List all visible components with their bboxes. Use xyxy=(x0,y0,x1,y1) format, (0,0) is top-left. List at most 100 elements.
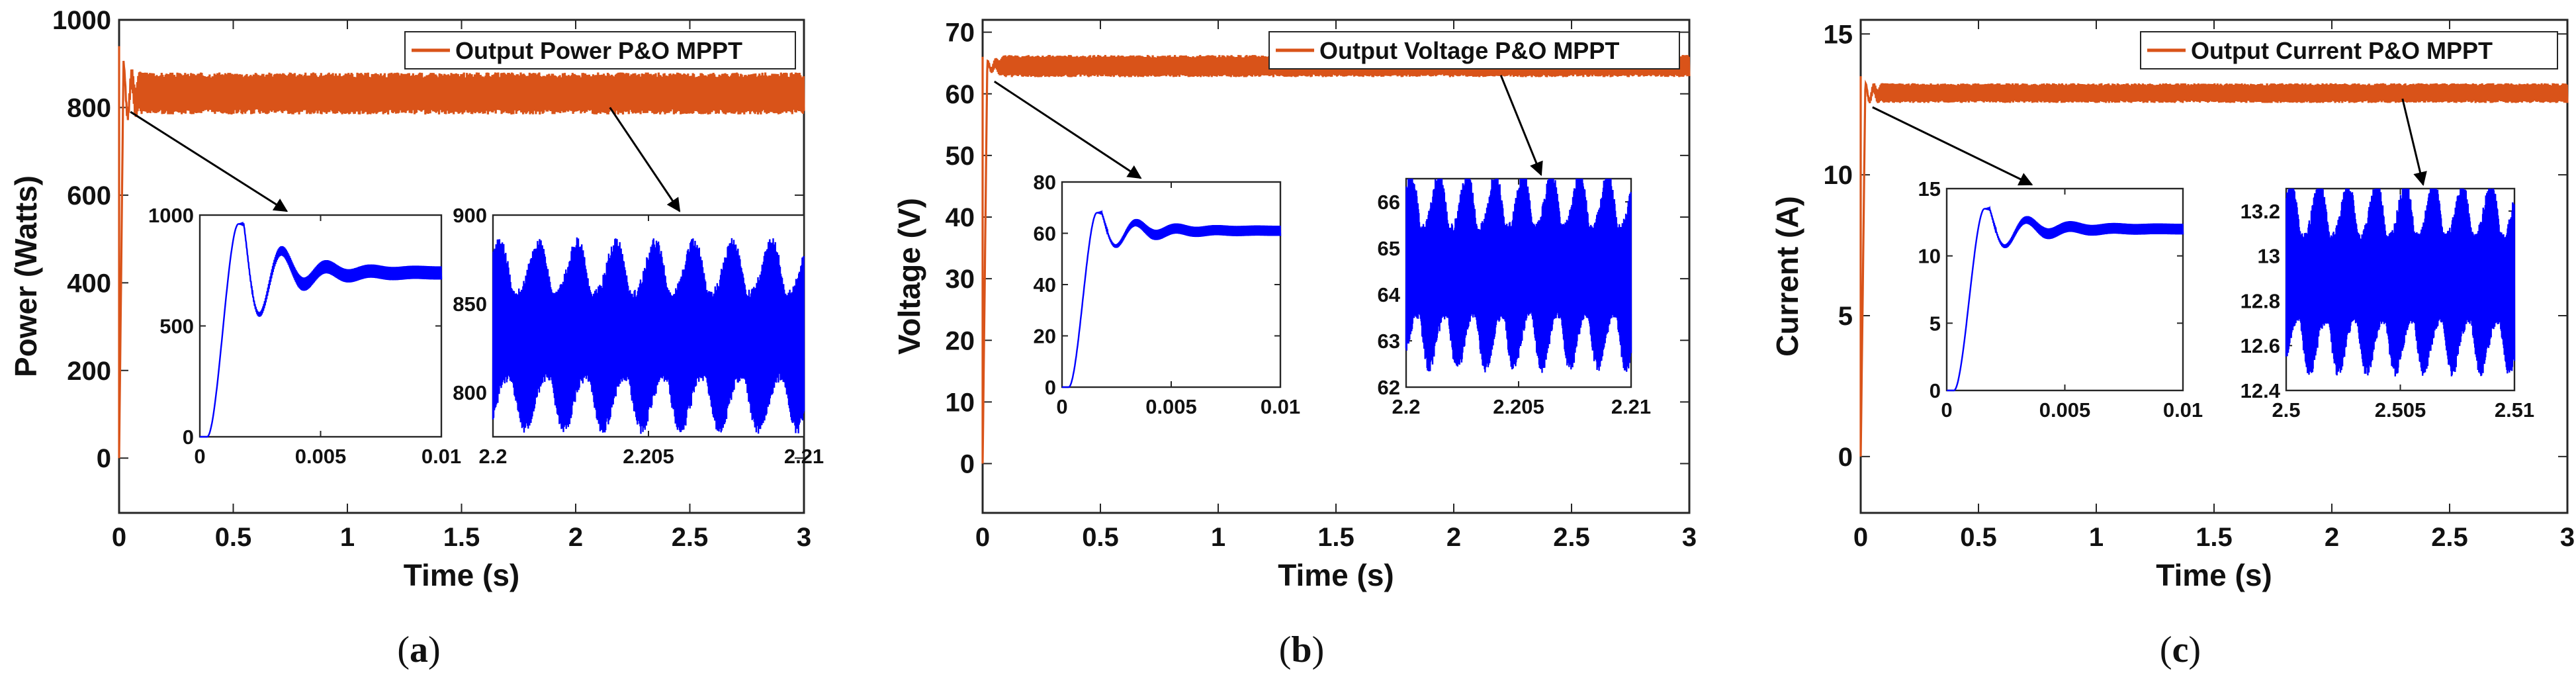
panel-a-inset-ripple-ytick-label: 800 xyxy=(453,381,487,404)
panel-a-xtick-label: 2.5 xyxy=(672,523,709,552)
panel-b-xtick-label: 3 xyxy=(1682,523,1697,552)
panel-a-inset-ripple-xtick-label: 2.2 xyxy=(478,445,507,468)
panel-b-inset-ripple-xtick-label: 2.2 xyxy=(1392,395,1420,418)
panel-b-inset-transient-xtick-label: 0.005 xyxy=(1145,395,1197,418)
panel-c-xtick-label: 2.5 xyxy=(2431,523,2468,552)
panel-c-inset-transient-zoom-arrow xyxy=(1872,106,2033,186)
panel-a-ytick-label: 800 xyxy=(67,93,111,122)
panel-a-ytick-label: 0 xyxy=(97,444,111,473)
panel-c-x-axis-label: Time (s) xyxy=(2156,558,2272,592)
panel-a-xtick-label: 0.5 xyxy=(215,523,252,552)
panel-b-inset-transient-ytick-label: 20 xyxy=(1034,325,1056,348)
panel-b-ytick-label: 50 xyxy=(946,142,975,171)
panel-b-legend-box xyxy=(1268,31,1680,69)
panel-a-inset-transient-axes-frame xyxy=(199,214,443,438)
panel-b-xtick-label: 2.5 xyxy=(1553,523,1590,552)
panel-a-caption: (a) xyxy=(397,629,440,670)
panel-c-inset-transient-series-line xyxy=(1947,205,2184,392)
panel-a-inset-transient-series-line xyxy=(200,221,443,438)
panel-b-xtick-label: 0.5 xyxy=(1082,523,1119,552)
panel-b-ytick-label: 30 xyxy=(946,265,975,294)
panel-b-legend-label: Output Voltage P&O MPPT xyxy=(1319,37,1619,64)
panel-c-inset-ripple-ytick-label: 13.2 xyxy=(2241,200,2280,223)
panel-c-inset-ripple-xtick-label: 2.505 xyxy=(2375,398,2426,422)
panel-c-legend-label: Output Current P&O MPPT xyxy=(2191,37,2493,64)
panel-a-inset-transient-ytick-label: 1000 xyxy=(148,204,194,227)
panel-c-xtick-label: 0.5 xyxy=(1960,523,1997,552)
panel-c-legend-box xyxy=(2140,31,2558,69)
panel-c-xtick-label: 1 xyxy=(2089,523,2104,552)
panel-a-caption-open: ( xyxy=(397,629,410,670)
panel-a-legend-label: Output Power P&O MPPT xyxy=(455,37,742,64)
panel-a-legend-box xyxy=(404,31,796,69)
panel-c-xtick-label: 2 xyxy=(2325,523,2339,552)
panel-b-caption-open: ( xyxy=(1279,629,1292,670)
panel-a-caption-letter: a xyxy=(410,629,428,670)
panel-a-inset-transient-xtick-label: 0.01 xyxy=(422,445,461,468)
panel-a-xtick-label: 1 xyxy=(340,523,355,552)
panel-b-ytick-label: 20 xyxy=(946,326,975,355)
panel-b-x-axis-label: Time (s) xyxy=(1278,558,1394,592)
panel-a-inset-ripple-series-line xyxy=(492,237,805,434)
panel-a-ytick-label: 600 xyxy=(67,181,111,210)
panel-b-inset-transient-axes-frame xyxy=(1061,181,1282,388)
panel-b-ytick-label: 10 xyxy=(946,388,975,417)
panel-a-main-series-line xyxy=(118,46,805,459)
panel-c-inset-ripple-zoom-arrow xyxy=(2401,98,2427,187)
panel-b-inset-ripple-ytick-label: 62 xyxy=(1378,376,1400,399)
panel-b-caption: (b) xyxy=(1279,629,1324,670)
panel-b-caption-letter: b xyxy=(1291,629,1311,670)
panel-b-inset-transient-zoom-arrow xyxy=(993,80,1142,179)
panel-a-caption-close: ) xyxy=(428,629,441,670)
panel-b-inset-ripple-ytick-label: 64 xyxy=(1378,283,1401,306)
panel-c-inset-ripple-series-line xyxy=(2285,188,2516,377)
panel-b-inset-transient-series-line xyxy=(1062,209,1282,388)
panel-c-ytick-label: 15 xyxy=(1824,20,1853,49)
panel-b-y-axis-label: Voltage (V) xyxy=(892,198,926,355)
panel-b-inset-ripple-ytick-label: 63 xyxy=(1378,330,1400,353)
panel-c-inset-transient-ytick-label: 5 xyxy=(1930,312,1941,335)
panel-b-inset-transient-ytick-label: 40 xyxy=(1034,273,1056,296)
panel-c-ytick-label: 10 xyxy=(1824,161,1853,190)
panel-b-inset-ripple-series-line xyxy=(1405,178,1632,373)
panel-c-inset-ripple-xtick-label: 2.5 xyxy=(2272,398,2300,422)
panel-b-xtick-label: 0 xyxy=(975,523,990,552)
panel-c-main-series-line xyxy=(1859,76,2569,457)
panel-a-y-axis-label: Power (Watts) xyxy=(9,175,43,377)
panel-c-caption-letter: c xyxy=(2172,629,2189,670)
panel-a-inset-transient-ytick-label: 0 xyxy=(183,426,194,449)
panel-c-inset-ripple-xtick-label: 2.51 xyxy=(2495,398,2534,422)
panel-a-xtick-label: 0 xyxy=(112,523,126,552)
panel-b-ytick-label: 60 xyxy=(946,80,975,109)
panel-b-inset-transient-ytick-label: 0 xyxy=(1045,376,1056,399)
panel-b-inset-ripple-zoom-arrow xyxy=(1499,75,1543,176)
panel-c-inset-ripple-ytick-label: 12.6 xyxy=(2241,334,2280,357)
panel-a-inset-ripple-ytick-label: 850 xyxy=(453,293,487,316)
panel-b-inset-ripple-xtick-label: 2.21 xyxy=(1611,395,1651,418)
panel-c-ytick-label: 0 xyxy=(1838,443,1853,472)
panel-a-inset-transient-ytick-label: 500 xyxy=(159,315,194,338)
panel-b-xtick-label: 1 xyxy=(1211,523,1225,552)
panel-b-xtick-label: 1.5 xyxy=(1317,523,1355,552)
panel-c-inset-transient-ytick-label: 10 xyxy=(1918,245,1941,268)
panel-c-inset-ripple-ytick-label: 12.4 xyxy=(2241,379,2281,402)
panel-b-caption-close: ) xyxy=(1312,629,1325,670)
panel-a-inset-transient-xtick-label: 0.005 xyxy=(295,445,347,468)
panel-a-ytick-label: 400 xyxy=(67,269,111,298)
panel-b-inset-transient-xtick-label: 0.01 xyxy=(1261,395,1300,418)
panel-a-inset-ripple-xtick-label: 2.21 xyxy=(784,445,824,468)
panel-c-inset-transient-ytick-label: 0 xyxy=(1930,379,1941,402)
panel-c-y-axis-label: Current (A) xyxy=(1770,196,1804,357)
panel-b-inset-transient-xtick-label: 0 xyxy=(1056,395,1067,418)
panel-a-inset-ripple-xtick-label: 2.205 xyxy=(623,445,674,468)
panel-b-ytick-label: 70 xyxy=(946,19,975,48)
panel-a-ytick-label: 1000 xyxy=(52,6,111,35)
panel-c-inset-transient-xtick-label: 0 xyxy=(1941,398,1952,422)
panel-c-xtick-label: 1.5 xyxy=(2196,523,2233,552)
panel-b-inset-ripple-ytick-label: 65 xyxy=(1378,237,1400,260)
panel-a-inset-ripple-ytick-label: 900 xyxy=(453,204,487,227)
panel-c-inset-ripple-ytick-label: 12.8 xyxy=(2241,289,2280,312)
panel-b-xtick-label: 2 xyxy=(1446,523,1461,552)
panel-b-inset-transient-ytick-label: 60 xyxy=(1034,222,1056,246)
